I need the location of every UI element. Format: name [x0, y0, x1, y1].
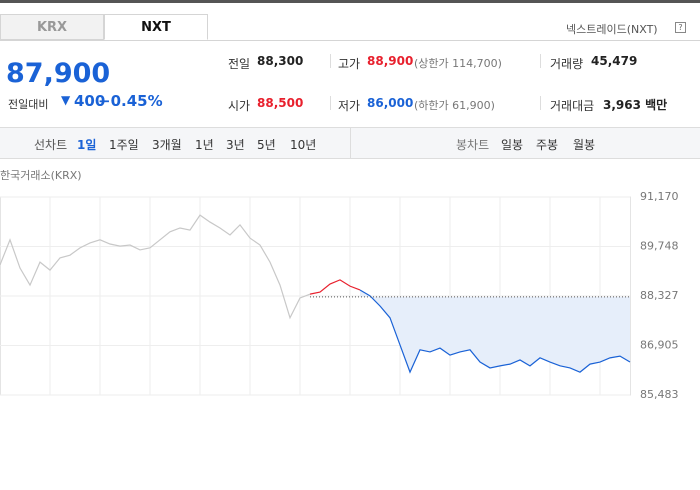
- period-button[interactable]: 주봉: [536, 138, 559, 152]
- period-button[interactable]: 1일: [77, 138, 97, 152]
- area-fill: [360, 289, 630, 373]
- price-line: [309, 279, 361, 295]
- top-border: [0, 0, 700, 3]
- price: 87,900: [6, 58, 111, 89]
- tab-rule: [0, 40, 700, 41]
- stat-note: (하한가 61,900): [414, 99, 495, 112]
- divider: [540, 54, 541, 68]
- tab[interactable]: NXT: [104, 14, 208, 40]
- stat-label: 저가: [338, 99, 361, 113]
- y-tick-label: 91,170: [640, 190, 679, 203]
- y-tick-label: 88,327: [640, 289, 679, 302]
- price-line: [0, 214, 311, 320]
- stat-value: 3,963 백만: [603, 98, 668, 112]
- change: 400: [74, 92, 106, 110]
- period-button[interactable]: 월봉: [573, 138, 596, 152]
- stat-value: 88,500: [257, 96, 304, 110]
- period-button[interactable]: 1주일: [109, 138, 139, 152]
- stat-label: 시가: [228, 99, 251, 113]
- period-button[interactable]: 10년: [290, 138, 317, 152]
- toolbar-label: 선차트: [34, 138, 68, 152]
- stat-value: 45,479: [591, 54, 638, 68]
- stat-value: 88,900: [367, 54, 414, 68]
- toolbar-label: 봉차트: [456, 138, 490, 152]
- y-tick-label: 85,483: [640, 388, 679, 401]
- period-button[interactable]: 3개월: [152, 138, 182, 152]
- stat-label: 전일: [228, 57, 251, 71]
- stat-value: 88,300: [257, 54, 304, 68]
- change-arrow: ▼: [61, 93, 71, 107]
- stat-label: 거래량: [550, 57, 584, 71]
- period-button[interactable]: 1년: [195, 138, 214, 152]
- market-link[interactable]: 넥스트레이드(NXT): [566, 23, 658, 36]
- help-icon[interactable]: ?: [675, 22, 686, 33]
- stat-note: (상한가 114,700): [414, 57, 502, 70]
- period-button[interactable]: 3년: [226, 138, 245, 152]
- divider: [330, 54, 331, 68]
- divider: [350, 128, 351, 158]
- change-pct: −0.45%: [98, 92, 163, 110]
- chart-subtitle: 한국거래소(KRX): [0, 169, 82, 182]
- y-tick-label: 86,905: [640, 338, 679, 351]
- stat-label: 거래대금: [550, 99, 595, 113]
- y-tick-label: 89,748: [640, 240, 679, 253]
- divider: [330, 96, 331, 110]
- chart: 한국거래소(KRX) 91,170 89,748 88,327 86,905 85,48…: [0, 169, 679, 401]
- divider: [540, 96, 541, 110]
- period-button[interactable]: 5년: [257, 138, 276, 152]
- period-button[interactable]: 일봉: [501, 138, 524, 152]
- price-line: [359, 289, 631, 374]
- change-label: 전일대비: [8, 98, 49, 111]
- tab[interactable]: KRX: [0, 14, 104, 40]
- stat-value: 86,000: [367, 96, 414, 110]
- stat-label: 고가: [338, 57, 361, 71]
